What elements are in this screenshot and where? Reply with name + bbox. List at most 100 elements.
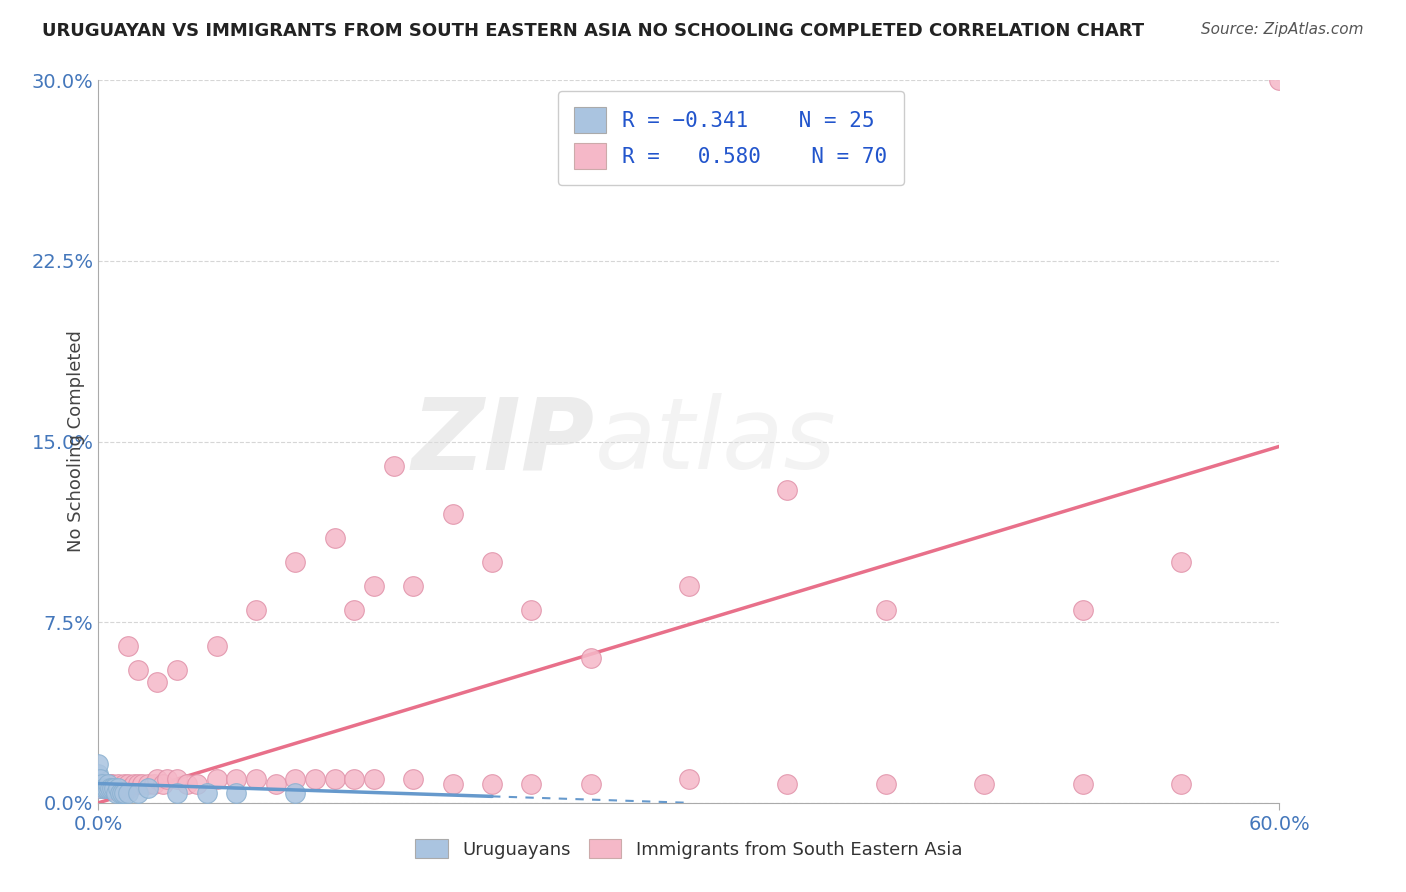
Point [343, 603, 366, 617]
Point [441, 507, 464, 521]
Point [166, 786, 188, 800]
Point [107, 781, 129, 796]
Point [875, 603, 897, 617]
Point [142, 776, 165, 790]
Point [146, 772, 169, 786]
Point [441, 776, 464, 790]
Point [105, 786, 128, 800]
Point [304, 772, 326, 786]
Point [98, 781, 121, 796]
Point [91, 781, 114, 796]
Point [89, 776, 111, 790]
Point [96, 781, 118, 796]
Point [225, 772, 247, 786]
Point [520, 603, 543, 617]
Point [520, 776, 543, 790]
Point [131, 776, 153, 790]
Point [225, 786, 247, 800]
Point [111, 786, 134, 800]
Point [87, 776, 110, 790]
Point [87, 757, 110, 772]
Point [93, 776, 115, 790]
Point [205, 772, 228, 786]
Point [402, 579, 425, 593]
Point [875, 776, 897, 790]
Point [107, 776, 129, 790]
Point [1268, 73, 1291, 87]
Text: Source: ZipAtlas.com: Source: ZipAtlas.com [1201, 22, 1364, 37]
Point [678, 579, 700, 593]
Point [127, 664, 149, 678]
Point [87, 776, 110, 790]
Point [343, 772, 366, 786]
Point [678, 772, 700, 786]
Point [323, 772, 346, 786]
Point [205, 639, 228, 653]
Point [97, 781, 120, 796]
Point [122, 776, 145, 790]
Point [117, 639, 139, 653]
Point [284, 555, 307, 569]
Point [105, 781, 128, 796]
Point [98, 776, 121, 790]
Point [382, 458, 405, 473]
Point [89, 781, 111, 796]
Point [245, 603, 267, 617]
Point [136, 781, 159, 796]
Point [146, 675, 169, 690]
Point [101, 781, 124, 796]
Point [97, 781, 120, 796]
Point [117, 776, 139, 790]
Point [89, 772, 111, 786]
Point [776, 776, 799, 790]
Point [973, 776, 995, 790]
Point [363, 579, 385, 593]
Point [1170, 555, 1192, 569]
Point [93, 781, 115, 796]
Point [323, 531, 346, 545]
Point [108, 786, 131, 800]
Point [112, 786, 135, 800]
Point [152, 776, 174, 790]
Point [96, 781, 118, 796]
Point [245, 772, 267, 786]
Point [166, 664, 188, 678]
Point [112, 776, 135, 790]
Point [1071, 603, 1094, 617]
Text: atlas: atlas [595, 393, 837, 490]
Point [101, 776, 124, 790]
Point [776, 483, 799, 497]
Point [363, 772, 385, 786]
Point [264, 776, 287, 790]
Point [117, 786, 139, 800]
Point [1170, 776, 1192, 790]
Point [402, 772, 425, 786]
Y-axis label: No Schooling Completed: No Schooling Completed [66, 331, 84, 552]
Point [91, 776, 114, 790]
Point [195, 786, 218, 800]
Text: ZIP: ZIP [412, 393, 595, 490]
Point [127, 786, 149, 800]
Point [186, 776, 208, 790]
Point [89, 781, 111, 796]
Point [156, 772, 179, 786]
Point [284, 772, 307, 786]
Point [1071, 776, 1094, 790]
Point [481, 555, 503, 569]
Point [176, 776, 198, 790]
Point [87, 781, 110, 796]
Point [284, 786, 307, 800]
Point [118, 781, 141, 796]
Legend: Uruguayans, Immigrants from South Eastern Asia: Uruguayans, Immigrants from South Easter… [408, 832, 970, 866]
Point [103, 781, 125, 796]
Point [579, 651, 602, 665]
Point [127, 776, 149, 790]
Text: URUGUAYAN VS IMMIGRANTS FROM SOUTH EASTERN ASIA NO SCHOOLING COMPLETED CORRELATI: URUGUAYAN VS IMMIGRANTS FROM SOUTH EASTE… [42, 22, 1144, 40]
Point [97, 776, 120, 790]
Point [136, 776, 159, 790]
Point [87, 767, 110, 781]
Point [111, 781, 134, 796]
Point [481, 776, 503, 790]
Point [166, 772, 188, 786]
Point [579, 776, 602, 790]
